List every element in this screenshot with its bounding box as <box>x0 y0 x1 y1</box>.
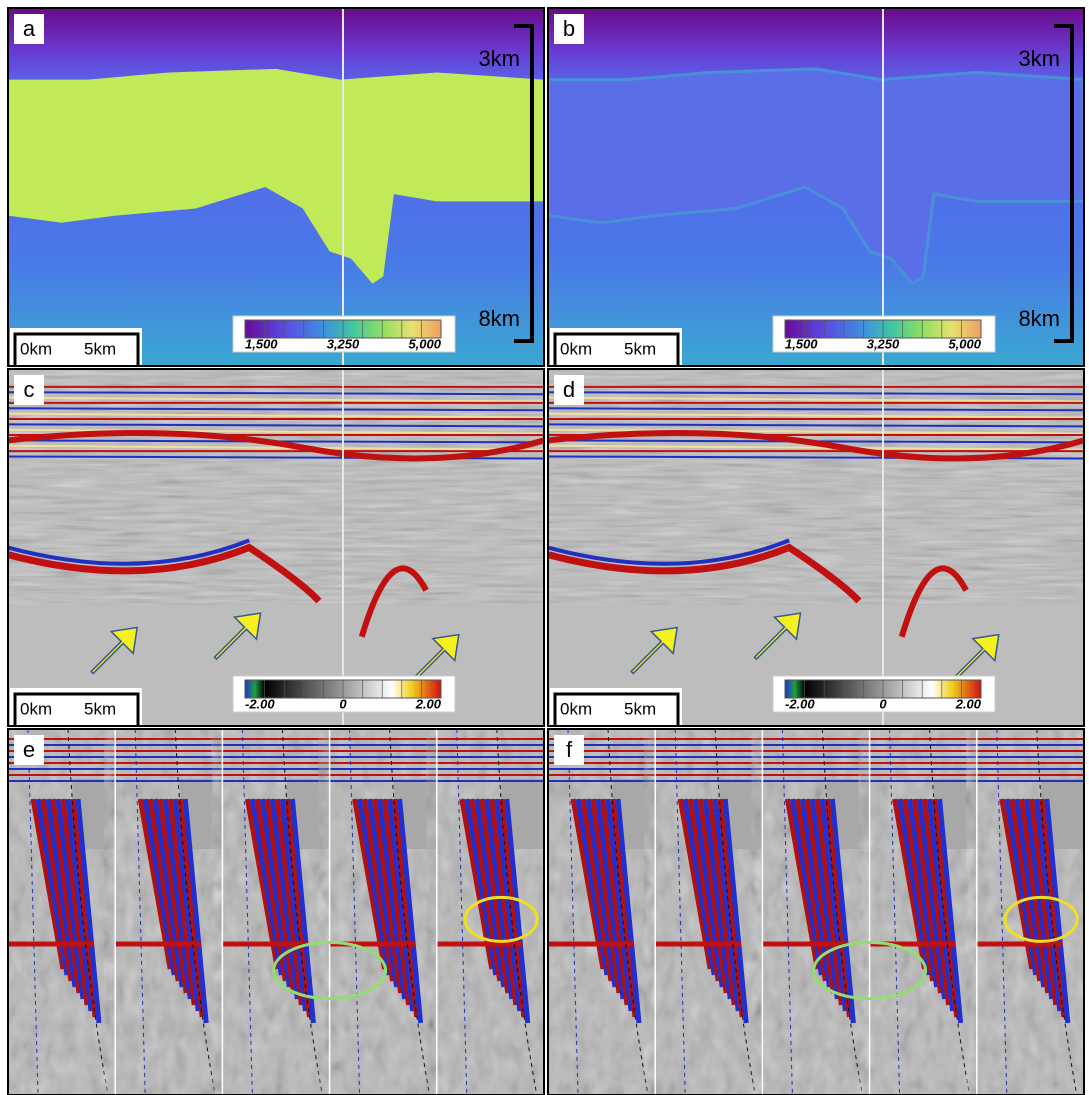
colorbar-tick: 2.00 <box>415 696 442 711</box>
colorbar-tick: 1,500 <box>785 336 818 351</box>
scale-start: 0km <box>560 699 592 718</box>
colorbar-tick: 0 <box>879 696 887 711</box>
panel-label: f <box>566 737 573 762</box>
panel: b 3km 8km 0km 5km 1,500 3,250 5,000 <box>548 8 1084 368</box>
colorbar-tick: -2.00 <box>785 696 815 711</box>
panel-label: e <box>23 737 35 762</box>
panel-label: c <box>24 377 35 402</box>
scale-end: 5km <box>84 339 116 358</box>
panel: f <box>548 729 1084 1095</box>
figure: a 3km 8km 0km 5km 1,500 3,250 5,000 b 3km 8km 0km 5k… <box>0 0 1089 1095</box>
colorbar-tick: 0 <box>339 696 347 711</box>
panel: a 3km 8km 0km 5km 1,500 3,250 5,000 <box>8 8 544 368</box>
scale-start: 0km <box>20 339 52 358</box>
depth-bottom: 8km <box>478 306 520 331</box>
colorbar-tick: 5,000 <box>948 336 981 351</box>
scale-end: 5km <box>624 699 656 718</box>
panel-label: b <box>563 16 575 41</box>
depth-top: 3km <box>1018 46 1060 71</box>
scale-start: 0km <box>560 339 592 358</box>
panel: d 0km 5km -2.00 0 2.00 <box>548 369 1084 728</box>
colorbar-tick: 5,000 <box>408 336 441 351</box>
colorbar-tick: -2.00 <box>245 696 275 711</box>
colorbar-tick: 1,500 <box>245 336 278 351</box>
panel: e <box>8 729 544 1095</box>
panel: c 0km 5km -2.00 0 2.00 <box>8 369 544 728</box>
colorbar-tick: 3,250 <box>327 336 360 351</box>
scale-end: 5km <box>624 339 656 358</box>
colorbar-tick: 3,250 <box>867 336 900 351</box>
panel-label: d <box>563 377 575 402</box>
depth-bottom: 8km <box>1018 306 1060 331</box>
panel-label: a <box>23 16 36 41</box>
colorbar-tick: 2.00 <box>955 696 982 711</box>
depth-top: 3km <box>478 46 520 71</box>
scale-start: 0km <box>20 699 52 718</box>
scale-end: 5km <box>84 699 116 718</box>
